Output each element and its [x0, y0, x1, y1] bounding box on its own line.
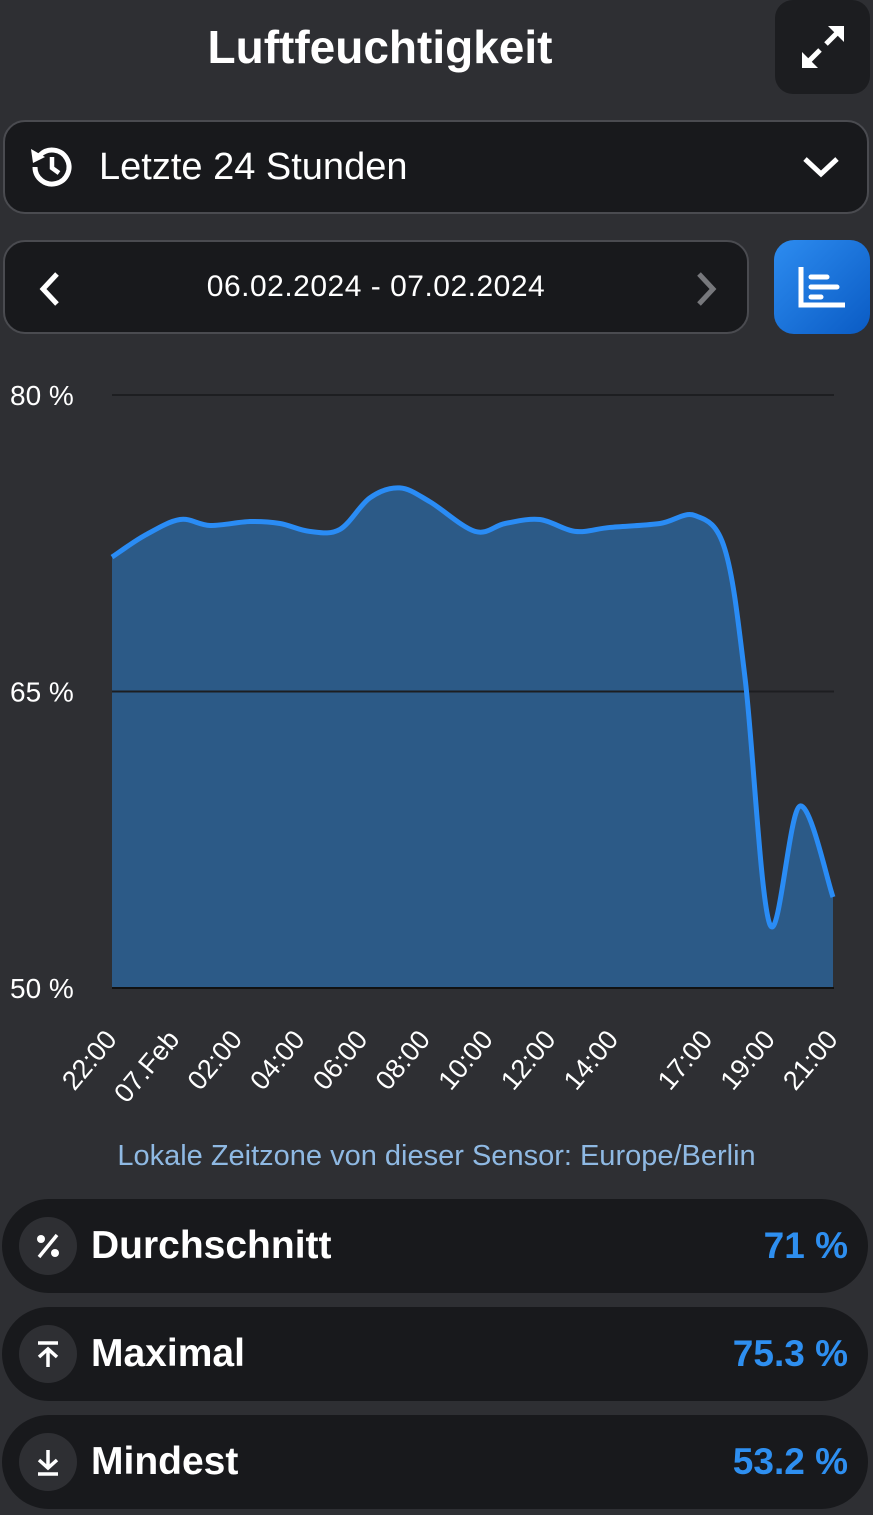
x-tick-label: 02:00: [182, 1025, 248, 1096]
x-tick-label: 04:00: [244, 1025, 310, 1096]
x-tick-label: 08:00: [370, 1025, 436, 1096]
timezone-note: Lokale Zeitzone von dieser Sensor: Europ…: [117, 1140, 756, 1172]
area-fill: [112, 487, 833, 988]
stat-name: Durchschnitt: [91, 1224, 332, 1267]
x-tick-label: 12:00: [495, 1025, 561, 1096]
chart-type-button[interactable]: [774, 240, 870, 334]
y-tick-label: 65 %: [10, 677, 74, 708]
series-line: [110, 485, 836, 930]
x-tick-label: 10:00: [432, 1025, 498, 1096]
x-tick-label: 17:00: [652, 1025, 718, 1096]
x-tick-label: 07.Feb: [108, 1025, 185, 1109]
x-tick-label: 21:00: [777, 1025, 843, 1096]
arrow-down-to-line-icon: [19, 1433, 77, 1491]
chevron-down-icon: [803, 157, 839, 178]
y-tick-label: 50 %: [10, 973, 74, 1004]
expand-arrows-icon: [801, 26, 844, 68]
expand-button[interactable]: [775, 0, 870, 94]
stat-name: Maximal: [91, 1332, 245, 1375]
time-range-select[interactable]: Letzte 24 Stunden: [3, 120, 869, 214]
history-icon: [31, 147, 72, 187]
chevron-right-icon[interactable]: [691, 270, 721, 308]
y-tick-label: 80 %: [10, 380, 74, 411]
stat-name: Mindest: [91, 1440, 239, 1483]
stat-min: Mindest 53.2 %: [2, 1415, 868, 1509]
stat-value: 71 %: [763, 1225, 848, 1266]
stat-max: Maximal 75.3 %: [2, 1307, 868, 1401]
stat-average: Durchschnitt 71 %: [2, 1199, 868, 1293]
time-range-label: Letzte 24 Stunden: [99, 145, 408, 188]
stat-value: 75.3 %: [732, 1333, 848, 1374]
date-range-label: 06.02.2024 - 07.02.2024: [206, 270, 546, 303]
x-tick-label: 14:00: [558, 1025, 624, 1096]
percent-icon: [19, 1217, 77, 1275]
x-tick-label: 06:00: [307, 1025, 373, 1096]
bar-chart-icon: [798, 267, 845, 308]
chevron-left-icon[interactable]: [35, 270, 65, 308]
stat-value: 53.2 %: [732, 1441, 848, 1482]
page-title: Luftfeuchtigkeit: [207, 21, 553, 73]
arrow-up-to-line-icon: [19, 1325, 77, 1383]
humidity-chart: 50 %65 %80 %22:0007.Feb02:0004:0006:0008…: [10, 380, 844, 1109]
x-tick-label: 19:00: [714, 1025, 780, 1096]
date-navigator: 06.02.2024 - 07.02.2024: [3, 240, 749, 334]
